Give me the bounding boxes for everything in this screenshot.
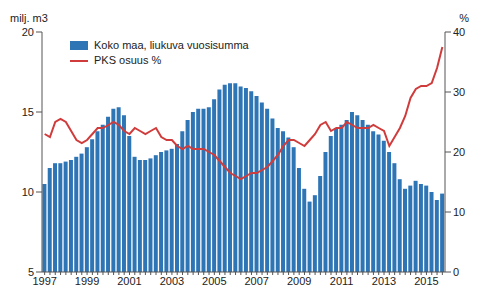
svg-text:10: 10 (453, 206, 465, 218)
svg-text:1997: 1997 (32, 275, 56, 287)
svg-text:2001: 2001 (117, 275, 141, 287)
svg-text:2007: 2007 (245, 275, 269, 287)
svg-text:20: 20 (22, 26, 34, 38)
svg-text:2003: 2003 (160, 275, 184, 287)
svg-text:2011: 2011 (330, 275, 354, 287)
html-text:PKS osuus %: PKS osuus % (94, 54, 162, 66)
svg-text:15: 15 (22, 106, 34, 118)
svg-text:2015: 2015 (414, 275, 438, 287)
svg-text:0: 0 (453, 266, 459, 278)
html-text:Koko maa, liukuva vuosisumma: Koko maa, liukuva vuosisumma (94, 39, 249, 51)
svg-text:20: 20 (453, 146, 465, 158)
svg-text:30: 30 (453, 86, 465, 98)
svg-text:1999: 1999 (75, 275, 99, 287)
svg-text:2005: 2005 (202, 275, 226, 287)
svg-text:10: 10 (22, 186, 34, 198)
svg-text:2013: 2013 (372, 275, 396, 287)
svg-text:5: 5 (28, 266, 34, 278)
svg-text:2009: 2009 (287, 275, 311, 287)
svg-text:40: 40 (453, 26, 465, 38)
html-text:milj. m3: milj. m3 (10, 12, 48, 24)
